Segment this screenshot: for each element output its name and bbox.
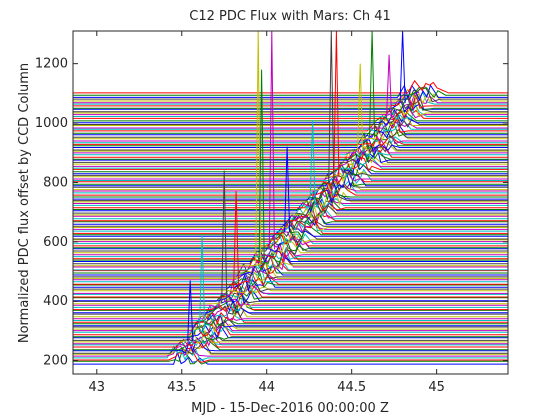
y-tick-label: 600 [43,235,68,250]
y-tick-label: 1000 [35,116,68,131]
y-tick-label: 800 [43,175,68,190]
y-tick-label: 400 [43,294,68,309]
x-tick-label: 43.5 [167,380,196,395]
x-tick-label: 44 [258,380,275,395]
x-axis-label: MJD - 15-Dec-2016 00:00:00 Z [191,401,389,416]
x-tick-label: 43 [89,380,106,395]
y-tick-label: 200 [43,354,68,369]
x-tick-label: 44.5 [337,380,366,395]
y-tick-label: 1200 [35,57,68,72]
y-axis-label: Normalized PDC flux offset by CCD Column [17,63,32,343]
chart-title: C12 PDC Flux with Mars: Ch 41 [189,9,390,24]
x-tick-label: 45 [428,380,445,395]
